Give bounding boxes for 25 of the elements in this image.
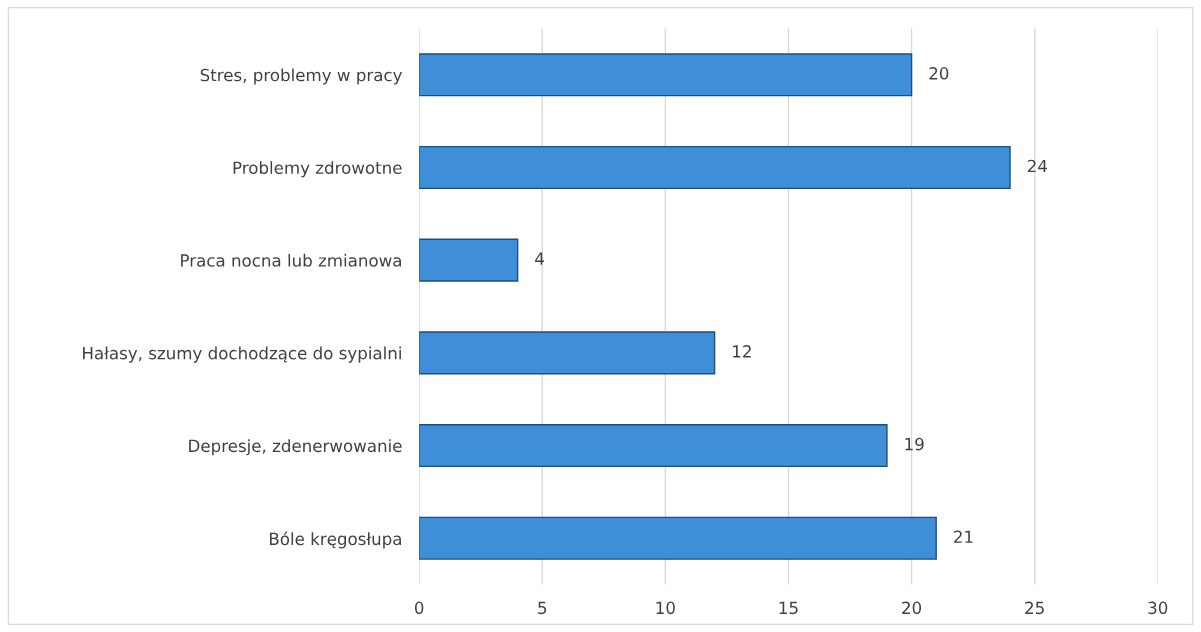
x-tick-label: 10 [656,601,675,615]
y-tick-label: Praca nocna lub zmianowa [181,253,401,267]
x-tick-label: 20 [902,601,922,615]
data-label: 20 [929,67,949,80]
data-label: 24 [1027,159,1047,173]
x-tick-label: 0 [414,601,424,615]
data-label: 12 [733,345,751,358]
x-tick-label: 15 [779,601,798,615]
y-tick-label: Stres, problemy w pracy [200,68,402,85]
y-tick-label: Hałasy, szumy dochodzące do sypialni [83,346,401,363]
y-tick-label: Bóle kręgosłupa [269,531,401,549]
bar [419,331,716,375]
data-label: 19 [905,437,924,451]
bar [419,145,1011,190]
bar [419,53,913,97]
data-label: 4 [535,252,544,265]
bar [419,424,888,468]
y-tick-label: Depresje, zdenerwowanie [189,439,402,456]
y-tick-label: Problemy zdrowotne [233,161,402,178]
bar [419,238,519,282]
data-label: 21 [954,530,973,543]
bar [419,516,937,560]
x-tick-label: 30 [1148,601,1168,615]
x-tick-label: 25 [1025,601,1044,615]
x-tick-label: 5 [538,601,547,615]
